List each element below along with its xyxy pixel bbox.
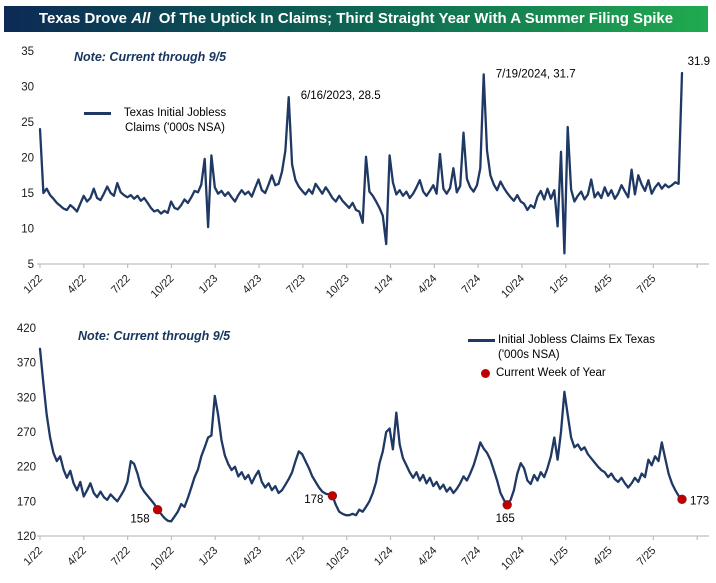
x-tick-label: 4/24 (416, 545, 440, 569)
x-tick-label: 7/24 (460, 273, 484, 297)
current-week-dot (502, 500, 512, 510)
x-tick-label: 10/24 (499, 273, 527, 298)
legend-entry-dot: Current Week of Year (481, 366, 688, 381)
data-line (38, 347, 684, 523)
annotation-label: 6/16/2023, 28.5 (301, 90, 381, 102)
annotation-label: 7/19/2024, 31.7 (496, 68, 576, 80)
texas-claims-chart: 1/22 4/22 7/22 10/22 1/23 4/23 7/23 10/23 1/24 4/… (0, 36, 716, 298)
x-tick-label: 4/25 (591, 273, 615, 297)
y-tick-label: 370 (17, 358, 36, 370)
x-tick-label: 10/23 (324, 273, 352, 298)
x-tick-label: 1/24 (372, 545, 396, 569)
texas-claims-plot: 1/22 4/22 7/22 10/22 1/23 4/23 7/23 10/23 1/24 4/… (21, 46, 710, 298)
ex-texas-claims-chart: 1/22 4/22 7/22 10/22 1/23 4/23 7/23 10/23 1/24 4/… (0, 300, 716, 583)
x-tick-label: 1/25 (547, 545, 571, 569)
y-tick-label: 120 (17, 531, 36, 543)
note-top: Note: Current through 9/5 (74, 50, 227, 64)
x-tick-label: 7/22 (109, 545, 133, 569)
line-marker-icon (468, 339, 495, 342)
y-tick-label: 5 (28, 259, 34, 271)
x-tick-label: 4/22 (65, 273, 89, 297)
y-tick-label: 320 (17, 392, 36, 404)
x-tick-label: 7/22 (109, 273, 133, 297)
dot-label: 158 (130, 514, 149, 526)
annotation-label: 31.9 (688, 56, 710, 68)
x-tick-label: 1/25 (547, 273, 571, 297)
x-tick-label: 7/24 (460, 545, 484, 569)
x-tick-label: 1/24 (372, 273, 396, 297)
x-tick-label: 7/23 (284, 545, 308, 569)
x-tick-label: 10/22 (149, 545, 177, 573)
dot-label: 178 (304, 494, 323, 506)
dot-label: 173 (690, 495, 709, 507)
chart-title-banner: Texas Drove All Of The Uptick In Claims;… (4, 6, 708, 32)
dot-label: 165 (496, 513, 515, 525)
x-tick-label: 1/22 (21, 545, 45, 569)
y-tick-label: 35 (21, 46, 34, 58)
current-week-dot (152, 504, 163, 515)
legend-label: Current Week of Year (496, 366, 606, 379)
legend-ex-texas: Initial Jobless Claims Ex Texas ('000s N… (468, 333, 688, 381)
x-tick-label: 7/25 (635, 273, 659, 297)
note-bottom: Note: Current through 9/5 (78, 329, 231, 343)
legend-label: Initial Jobless Claims Ex Texas ('000s N… (498, 334, 656, 361)
current-week-dot (327, 491, 338, 501)
y-tick-label: 25 (21, 117, 34, 129)
x-tick-label: 10/23 (324, 545, 352, 573)
x-tick-label: 1/23 (197, 545, 221, 569)
x-tick-label: 1/22 (21, 273, 45, 297)
x-tick-label: 10/22 (149, 273, 177, 298)
x-tick-label: 1/23 (197, 273, 221, 297)
x-tick-label: 4/24 (416, 273, 440, 297)
data-line (38, 71, 684, 255)
legend-label: Texas Initial Jobless Claims ('000s NSA) (123, 107, 227, 134)
title-prefix: Texas Drove (38, 10, 132, 27)
y-tick-label: 170 (17, 496, 36, 508)
x-tick-label: 4/25 (591, 545, 615, 569)
x-tick-label: 10/24 (499, 545, 527, 573)
ex-texas-claims-plot: 1/22 4/22 7/22 10/22 1/23 4/23 7/23 10/23 1/24 4/… (17, 323, 709, 573)
y-tick-label: 15 (21, 188, 34, 200)
y-tick-label: 30 (21, 82, 34, 94)
y-tick-label: 220 (17, 462, 36, 474)
dot-marker-icon (481, 368, 490, 378)
title-emphasis: All (131, 10, 151, 27)
y-tick-label: 20 (21, 153, 34, 165)
line-marker-icon (84, 112, 111, 115)
title-suffix: Of The Uptick In Claims; Third Straight … (150, 10, 674, 27)
x-tick-label: 7/23 (284, 273, 308, 297)
x-tick-label: 4/23 (241, 273, 265, 297)
legend-texas-claims: Texas Initial Jobless Claims ('000s NSA) (84, 106, 236, 136)
x-tick-label: 4/22 (65, 545, 89, 569)
legend-entry-line: Initial Jobless Claims Ex Texas ('000s N… (468, 333, 688, 363)
y-tick-label: 420 (17, 323, 36, 335)
current-week-dot (677, 494, 687, 505)
y-tick-label: 270 (17, 427, 36, 439)
x-tick-label: 7/25 (635, 545, 659, 569)
x-tick-label: 4/23 (241, 545, 265, 569)
y-tick-label: 10 (21, 224, 34, 236)
